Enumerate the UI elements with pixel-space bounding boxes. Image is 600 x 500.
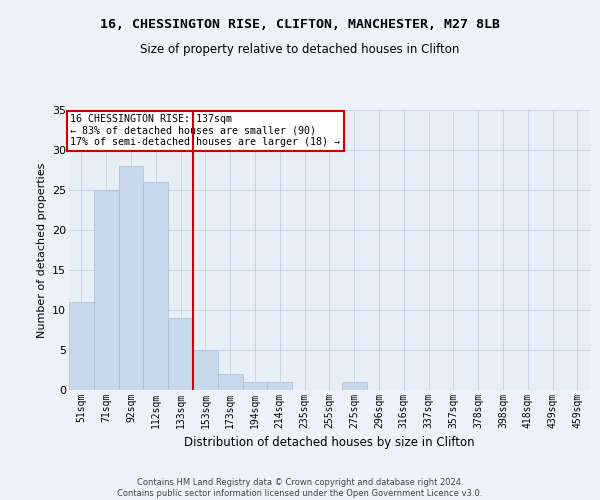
Bar — [69, 302, 94, 390]
Bar — [218, 374, 242, 390]
Text: Contains HM Land Registry data © Crown copyright and database right 2024.
Contai: Contains HM Land Registry data © Crown c… — [118, 478, 482, 498]
Bar — [94, 190, 119, 390]
Text: Size of property relative to detached houses in Clifton: Size of property relative to detached ho… — [140, 42, 460, 56]
X-axis label: Distribution of detached houses by size in Clifton: Distribution of detached houses by size … — [184, 436, 475, 450]
Bar — [168, 318, 193, 390]
Bar — [143, 182, 168, 390]
Text: 16 CHESSINGTON RISE: 137sqm
← 83% of detached houses are smaller (90)
17% of sem: 16 CHESSINGTON RISE: 137sqm ← 83% of det… — [70, 114, 340, 148]
Bar — [193, 350, 218, 390]
Text: 16, CHESSINGTON RISE, CLIFTON, MANCHESTER, M27 8LB: 16, CHESSINGTON RISE, CLIFTON, MANCHESTE… — [100, 18, 500, 30]
Bar — [242, 382, 268, 390]
Y-axis label: Number of detached properties: Number of detached properties — [37, 162, 47, 338]
Bar — [342, 382, 367, 390]
Bar — [268, 382, 292, 390]
Bar — [119, 166, 143, 390]
